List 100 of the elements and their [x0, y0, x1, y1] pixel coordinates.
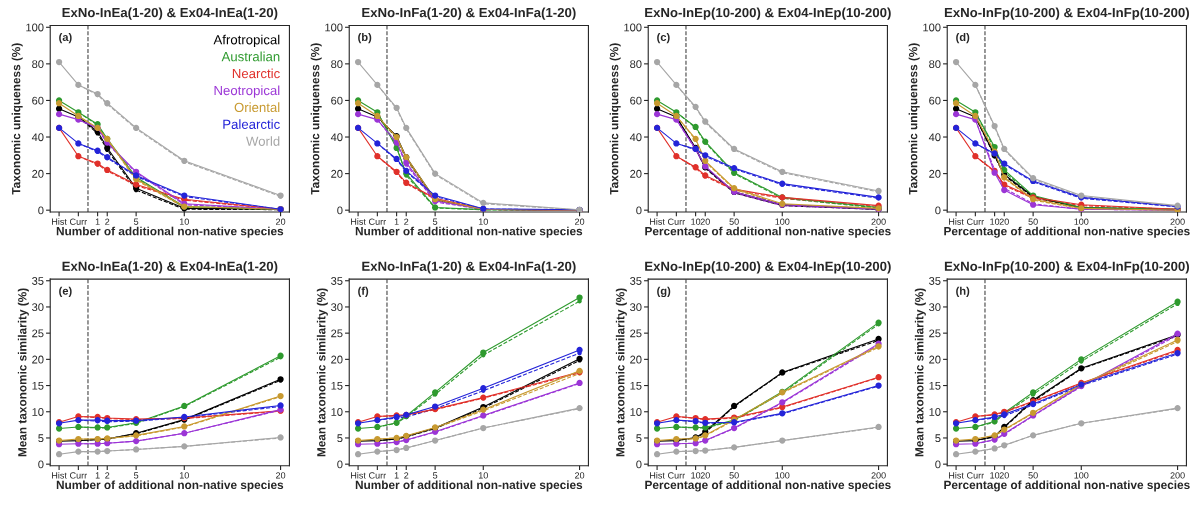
y-tick-label: 5: [935, 434, 941, 443]
x-tick-label: Curr: [70, 218, 87, 225]
y-tick-label: 10: [929, 408, 941, 416]
x-tick-label: Curr: [369, 472, 386, 479]
x-tick-label: Hist: [52, 218, 67, 225]
y-tick-label: 0: [38, 206, 44, 215]
x-tick-label: 50: [1028, 472, 1038, 479]
x-tick-label: Curr: [668, 472, 685, 479]
x-tick-label: Curr: [369, 218, 386, 225]
y-tick-label: 20: [32, 169, 44, 178]
y-tick-label: 15: [32, 381, 44, 390]
x-axis-title: Percentage of additional non-native species: [944, 480, 1190, 492]
chart-title: ExNo-InEa(1-20) & Ex04-InEa(1-20): [62, 261, 278, 274]
y-tick-label: 10: [331, 408, 343, 416]
y-tick-label: 35: [331, 277, 343, 285]
x-tick-label: 100: [1074, 218, 1089, 225]
y-tick-label: 100: [624, 23, 642, 32]
y-tick-label: 15: [331, 381, 343, 390]
x-axis-title: Number of additional non-native species: [56, 226, 284, 238]
x-tick-label: 20: [700, 472, 710, 479]
x-tick-label: 200: [871, 218, 886, 225]
x-tick-label: 2: [404, 218, 409, 225]
y-tick-label: 80: [929, 60, 941, 68]
annotation: (a): [59, 32, 72, 44]
annotation: (c): [657, 32, 670, 44]
x-tick-label: 20: [276, 472, 286, 479]
y-tick-label: 25: [32, 329, 44, 338]
annotation: (g): [657, 286, 671, 298]
x-tick-label: 100: [775, 472, 790, 479]
y-tick-label: 35: [32, 277, 44, 285]
x-tick-label: 20: [575, 472, 585, 479]
x-tick-label: Hist: [650, 218, 665, 225]
x-axis-title: Percentage of additional non-native species: [944, 226, 1190, 238]
y-tick-label: 80: [32, 60, 44, 68]
y-tick-label: 10: [630, 408, 642, 416]
y-tick-label: 5: [337, 434, 343, 443]
text: Australian: [221, 51, 280, 62]
y-tick-label: 100: [923, 23, 941, 32]
x-tick-label: 20: [999, 472, 1009, 479]
x-tick-label: 50: [729, 472, 739, 479]
y-tick-label: 20: [32, 355, 44, 364]
chart-title: ExNo-InEa(1-20) & Ex04-InEa(1-20): [62, 7, 278, 20]
y-axis-title: Taxonomic uniqueness (%): [609, 43, 621, 195]
x-tick-label: 10: [179, 472, 189, 479]
y-tick-label: 0: [636, 460, 642, 469]
y-tick-label: 40: [629, 133, 642, 142]
y-tick-label: 5: [636, 434, 642, 443]
y-tick-label: 25: [630, 329, 642, 338]
y-tick-label: 0: [935, 460, 941, 469]
text: Palearctic: [223, 119, 280, 129]
y-tick-label: 0: [636, 206, 642, 215]
y-axis-title: Mean taxonomic similarity (%): [615, 288, 627, 457]
y-tick-label: 60: [630, 96, 642, 105]
y-tick-label: 40: [330, 133, 343, 142]
text: Neotropical: [214, 85, 280, 98]
x-tick-label: 100: [1074, 472, 1089, 479]
x-tick-label: 20: [276, 218, 286, 225]
x-axis-title: Number of additional non-native species: [56, 480, 284, 492]
chart-title: ExNo-InFp(10-200) & Ex04-InFp(10-200): [944, 261, 1189, 274]
annotation: (h): [956, 286, 970, 297]
y-tick-label: 60: [32, 96, 44, 105]
x-tick-label: 5: [432, 218, 438, 225]
y-tick-label: 0: [38, 460, 44, 469]
x-tick-label: 2: [105, 218, 110, 225]
y-tick-label: 30: [929, 303, 941, 312]
text: Afrotropical: [213, 34, 280, 47]
y-tick-label: 5: [38, 434, 44, 443]
y-tick-label: 30: [630, 303, 642, 312]
y-tick-label: 20: [630, 169, 642, 178]
x-tick-label: 5: [133, 472, 139, 479]
x-tick-label: 5: [133, 218, 139, 225]
x-tick-label: 10: [691, 472, 701, 479]
x-tick-label: Curr: [70, 472, 87, 479]
y-tick-label: 60: [929, 96, 941, 105]
y-tick-label: 25: [331, 329, 343, 338]
x-tick-label: 10: [990, 218, 1000, 225]
y-tick-label: 100: [325, 23, 343, 32]
x-tick-label: 5: [432, 472, 438, 479]
x-tick-label: 20: [575, 218, 585, 225]
x-axis-title: Percentage of additional non-native species: [645, 480, 891, 492]
y-tick-label: 30: [331, 303, 343, 312]
y-tick-label: 30: [32, 303, 44, 312]
y-tick-label: 25: [929, 329, 941, 338]
x-tick-label: 1: [394, 472, 399, 479]
y-tick-label: 15: [929, 381, 941, 390]
y-axis-title: Taxonomic uniqueness (%): [11, 43, 23, 195]
x-tick-label: Hist: [650, 471, 665, 479]
x-tick-label: 10: [691, 218, 701, 225]
x-tick-label: Curr: [967, 472, 984, 479]
y-tick-label: 80: [331, 60, 343, 68]
annotation: (e): [59, 286, 72, 297]
x-tick-label: 200: [1170, 472, 1185, 479]
y-tick-label: 10: [32, 408, 44, 416]
x-axis-title: Number of additional non-native species: [355, 480, 583, 492]
y-tick-label: 20: [331, 355, 343, 364]
x-tick-label: 1: [95, 218, 100, 225]
y-tick-label: 0: [337, 460, 343, 469]
x-tick-label: 50: [729, 218, 739, 225]
x-tick-label: 10: [478, 218, 488, 225]
y-axis-title: Mean taxonomic similarity (%): [914, 288, 926, 457]
